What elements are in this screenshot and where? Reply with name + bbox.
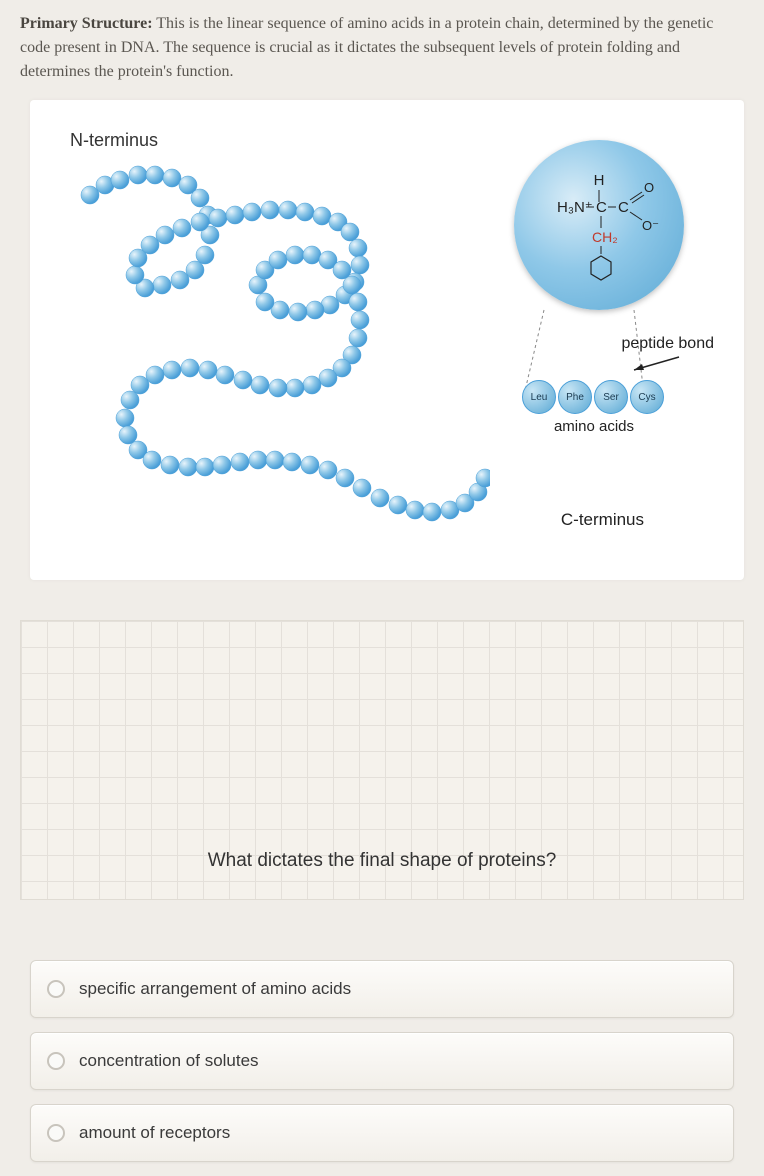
amino-acid-bead: Leu bbox=[522, 380, 556, 414]
radio-icon bbox=[47, 980, 65, 998]
amino-acid-bead: Cys bbox=[630, 380, 664, 414]
intro-prefix: Primary Structure: bbox=[20, 15, 153, 32]
c-terminus-label: C-terminus bbox=[561, 510, 644, 530]
answer-option-1[interactable]: concentration of solutes bbox=[30, 1032, 734, 1090]
answer-option-0[interactable]: specific arrangement of amino acids bbox=[30, 960, 734, 1018]
primary-structure-diagram: N-terminus H H₃N⁺ C C O O⁻ CH₂ bbox=[30, 100, 744, 580]
answer-options: specific arrangement of amino acids conce… bbox=[30, 960, 734, 1176]
svg-text:CH₂: CH₂ bbox=[592, 229, 618, 245]
intro-paragraph: Primary Structure: This is the linear se… bbox=[0, 0, 764, 92]
svg-text:C: C bbox=[596, 199, 607, 216]
amino-acid-sequence: LeuPheSerCys bbox=[522, 380, 664, 414]
option-label: amount of receptors bbox=[79, 1123, 230, 1143]
question-text: What dictates the final shape of protein… bbox=[0, 850, 764, 872]
chemical-formula: H H₃N⁺ C C O O⁻ CH₂ bbox=[524, 150, 674, 300]
amino-acid-bead: Phe bbox=[558, 380, 592, 414]
peptide-bond-label: peptide bond bbox=[621, 335, 714, 353]
svg-text:C: C bbox=[618, 199, 629, 216]
svg-text:H: H bbox=[594, 172, 605, 189]
amino-acid-chain bbox=[60, 140, 490, 560]
radio-icon bbox=[47, 1052, 65, 1070]
svg-text:O⁻: O⁻ bbox=[642, 218, 659, 233]
svg-text:O: O bbox=[644, 180, 654, 195]
radio-icon bbox=[47, 1124, 65, 1142]
answer-option-2[interactable]: amount of receptors bbox=[30, 1104, 734, 1162]
option-label: concentration of solutes bbox=[79, 1051, 259, 1071]
amino-acid-zoom: H H₃N⁺ C C O O⁻ CH₂ bbox=[514, 140, 684, 310]
peptide-arrow-icon bbox=[624, 352, 684, 372]
amino-acids-label: amino acids bbox=[554, 418, 634, 435]
amino-acid-bead: Ser bbox=[594, 380, 628, 414]
option-label: specific arrangement of amino acids bbox=[79, 979, 351, 999]
